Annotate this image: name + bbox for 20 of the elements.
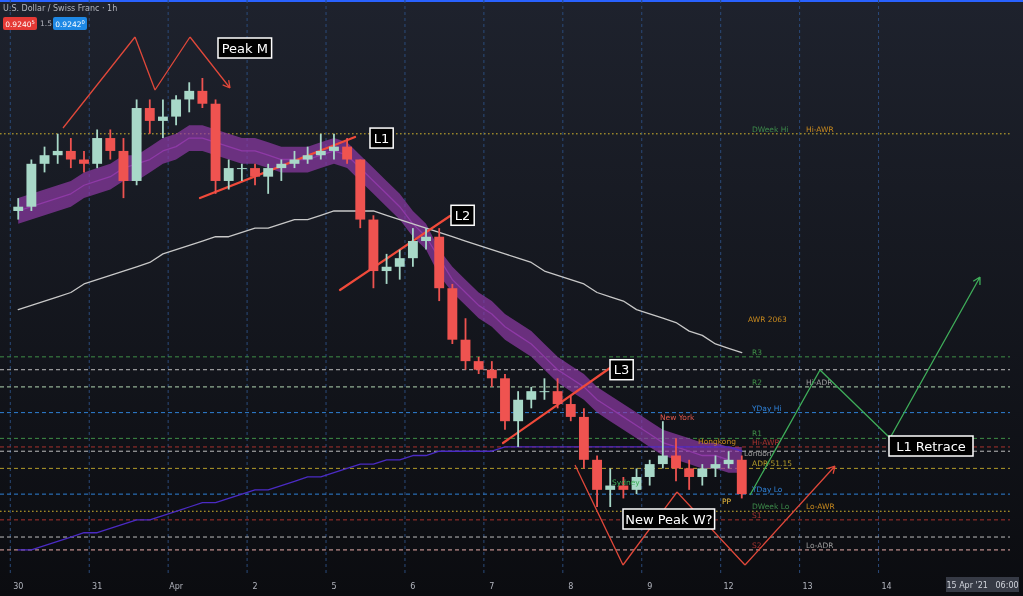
x-tick-label: 31: [92, 582, 103, 591]
annotation: L1 Retrace: [896, 438, 966, 454]
text: Peak M: [221, 40, 268, 56]
x-tick-label: 12: [723, 582, 734, 591]
x-tick-label: 5: [331, 582, 337, 591]
annotation: L3: [613, 362, 630, 378]
annotation: L2: [454, 207, 471, 223]
x-tick-label: 8: [568, 582, 574, 591]
x-tick-label: 13: [802, 582, 813, 591]
x-tick-label: 6: [410, 582, 416, 591]
x-tick-label: Apr: [169, 582, 184, 591]
chart-title: U.S. Dollar / Swiss Franc · 1h: [3, 4, 118, 13]
x-tick-label: 30: [13, 582, 24, 591]
x-tick-label: 2: [252, 582, 258, 591]
annotation: L1: [373, 130, 390, 146]
text: 15 Apr '21 06:00: [946, 580, 1019, 590]
x-tick-label: 9: [647, 582, 653, 591]
x-tick-label: 14: [881, 582, 892, 591]
text: New Peak W?: [625, 511, 713, 527]
x-tick-label: 7: [489, 582, 495, 591]
